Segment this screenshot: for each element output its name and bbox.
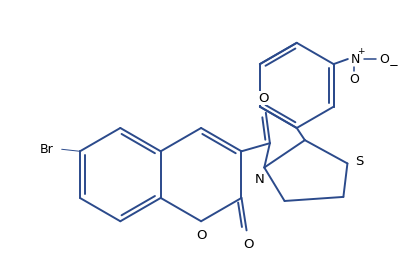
- Text: O: O: [379, 53, 389, 66]
- Text: +: +: [357, 47, 365, 56]
- Text: N: N: [254, 172, 264, 186]
- Text: O: O: [243, 239, 254, 251]
- Text: S: S: [356, 155, 364, 168]
- Text: O: O: [349, 73, 359, 86]
- Text: O: O: [196, 229, 206, 242]
- Text: N: N: [351, 53, 360, 66]
- Text: O: O: [259, 92, 269, 105]
- Text: −: −: [389, 59, 398, 72]
- Text: Br: Br: [40, 143, 54, 156]
